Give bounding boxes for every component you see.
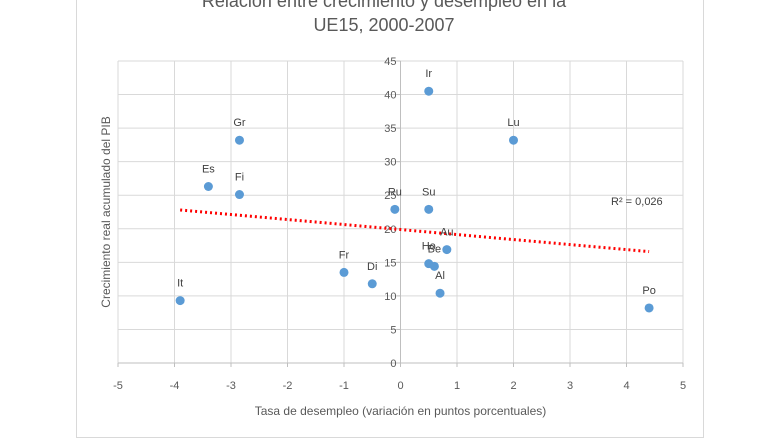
- x-tick-label: -1: [339, 380, 349, 392]
- point-label: Ir: [425, 68, 432, 80]
- y-tick-label: 45: [384, 56, 396, 68]
- y-tick-label: 25: [384, 190, 396, 202]
- trendline: [180, 208, 650, 254]
- y-tick-label: 10: [384, 291, 396, 303]
- y-tick-label: 40: [384, 90, 396, 102]
- data-point: [424, 86, 434, 96]
- y-tick-label: 35: [384, 123, 396, 135]
- data-point: [644, 303, 654, 313]
- point-label: Fr: [339, 249, 350, 261]
- y-tick-label: 30: [384, 157, 396, 169]
- point-label: Su: [422, 186, 435, 198]
- axes: [117, 60, 684, 367]
- x-tick-label: 3: [567, 380, 573, 392]
- data-point: [234, 135, 244, 145]
- data-point: [390, 204, 400, 214]
- y-tick-label: 0: [390, 358, 396, 370]
- x-tick-label: 0: [397, 380, 403, 392]
- point-label: It: [177, 278, 183, 290]
- point-label: Ru: [388, 186, 402, 198]
- trendline-group: [180, 208, 650, 254]
- point-label: Au: [440, 227, 453, 239]
- point-label: Ho: [422, 241, 436, 253]
- data-point: [339, 267, 349, 277]
- x-tick-label: 1: [454, 380, 460, 392]
- chart-frame: [76, 0, 704, 438]
- y-tick-label: 5: [390, 324, 396, 336]
- chart-title-line1: Relación entre crecimiento y desempleo e…: [201, 0, 567, 11]
- data-point: [509, 135, 518, 145]
- x-axis-label: Tasa de desempleo (variación en puntos p…: [255, 404, 547, 418]
- point-label: Fi: [235, 172, 244, 184]
- data-point: [429, 261, 439, 271]
- point-label: Di: [367, 261, 377, 273]
- x-tick-label: 4: [623, 380, 629, 392]
- x-tick-label: -2: [283, 380, 293, 392]
- x-tick-label: 2: [510, 380, 516, 392]
- point-label: Be: [428, 243, 441, 255]
- x-tick-label: -4: [170, 380, 180, 392]
- r-squared-label: R² = 0,026: [611, 196, 663, 208]
- point-label: Lu: [507, 117, 519, 129]
- point-label: Po: [642, 285, 655, 297]
- data-point: [435, 288, 445, 298]
- data-point: [234, 190, 244, 200]
- point-label: Al: [435, 270, 445, 282]
- x-tick-label: 5: [680, 380, 686, 392]
- x-tick-label: -3: [226, 380, 236, 392]
- data-point: [442, 245, 452, 255]
- data-point: [203, 181, 213, 191]
- data-point: [175, 296, 185, 306]
- chart-title-line2: UE15, 2000-2007: [313, 15, 455, 35]
- x-tick-label: -5: [113, 380, 123, 392]
- point-label: Es: [202, 163, 215, 175]
- data-point: [367, 279, 377, 289]
- y-tick-label: 15: [384, 257, 396, 269]
- data-point: [424, 204, 434, 214]
- point-label: Gr: [233, 117, 246, 129]
- y-axis-label: Crecimiento real acumulado del PIB: [99, 116, 113, 307]
